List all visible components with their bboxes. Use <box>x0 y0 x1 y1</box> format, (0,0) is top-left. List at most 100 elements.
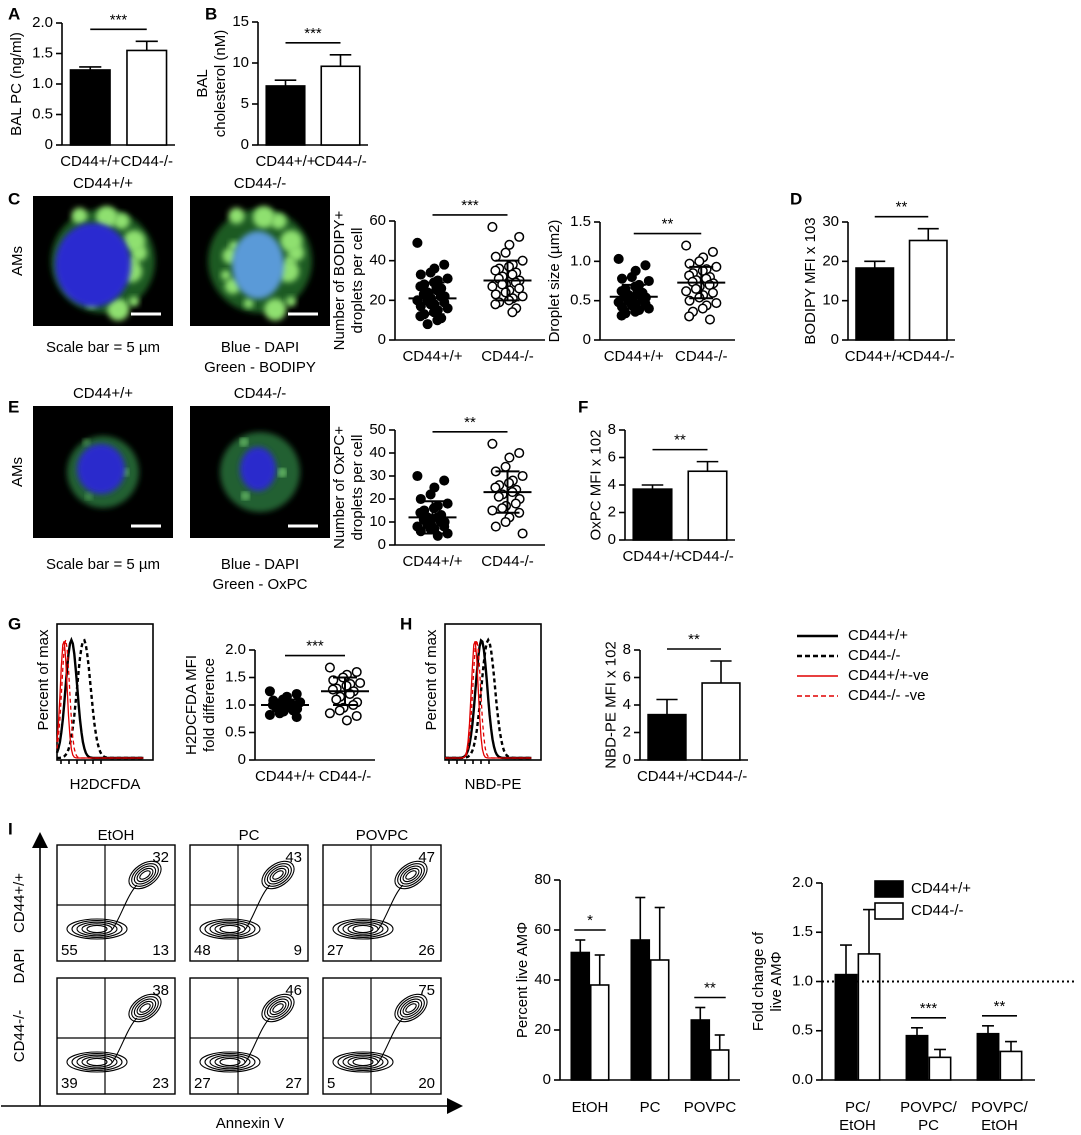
x-tick-label: CD44-/- <box>120 153 173 170</box>
histogram-curve <box>56 638 144 760</box>
data-point <box>490 521 501 532</box>
data-point <box>442 303 453 314</box>
data-point <box>510 498 521 509</box>
y-tick-label: 1.0 <box>792 972 813 989</box>
data-point <box>331 694 342 705</box>
data-point <box>412 470 423 482</box>
quadrant-value: 43 <box>285 849 302 866</box>
panel-label: B <box>205 4 217 23</box>
legend-swatch <box>874 902 904 920</box>
contour <box>76 921 118 937</box>
contour <box>405 1003 417 1013</box>
contour <box>111 1017 138 1064</box>
contour <box>397 996 425 1020</box>
histogram-y-label: Percent of max <box>35 629 52 730</box>
y-axis-label: Number of OxPC+ <box>331 426 348 549</box>
quadrant-value: 75 <box>418 982 435 999</box>
y-tick-label: 30 <box>369 467 386 484</box>
lipid-droplet <box>241 438 248 445</box>
data-point <box>681 240 692 251</box>
data-point <box>500 461 511 472</box>
x-tick-label: POVPC/PC <box>900 1099 958 1134</box>
stain-legend: Green - BODIPY <box>204 359 316 376</box>
y-tick-label: 2 <box>623 723 631 740</box>
y-tick-label: 0.5 <box>792 1022 813 1039</box>
y-axis-label: Number of BODIPY+ <box>331 210 348 350</box>
contour <box>394 993 428 1023</box>
contour <box>139 1003 151 1013</box>
y-tick-label: 2 <box>608 503 616 520</box>
x-tick-label: CD44-/- <box>314 153 367 170</box>
data-point <box>415 269 426 280</box>
y-tick-label: 1.5 <box>792 923 813 940</box>
contour <box>219 1057 241 1067</box>
data-point <box>425 267 436 278</box>
x-tick-label: CD44-/- <box>902 348 955 365</box>
y-tick-label: 0.5 <box>570 292 591 309</box>
y-tick-label: 20 <box>822 252 839 269</box>
contour <box>136 1000 154 1016</box>
data-point <box>504 452 515 463</box>
contour <box>199 1051 261 1073</box>
bar <box>857 953 881 1081</box>
bar <box>905 1034 929 1081</box>
y-tick-label: 60 <box>369 212 386 229</box>
lipid-droplet <box>286 296 297 307</box>
data-point <box>324 662 335 673</box>
x-tick-label: CD44-/- <box>481 553 534 570</box>
contour <box>402 1000 420 1016</box>
quadrant-value: 27 <box>194 1075 211 1092</box>
contour <box>394 860 428 890</box>
y-tick-label: 10 <box>369 513 386 530</box>
data-point <box>432 315 443 326</box>
data-point <box>626 272 637 283</box>
x-tick-label: CD44+/+ <box>604 348 664 365</box>
y-tick-label: 8 <box>623 641 631 658</box>
contour <box>131 863 159 887</box>
contour <box>402 867 420 883</box>
x-tick-label: CD44-/- <box>481 348 534 365</box>
contour <box>337 920 389 938</box>
lipid-droplet <box>288 245 305 262</box>
y-tick-label: 40 <box>534 971 551 988</box>
data-point <box>694 256 705 267</box>
data-point <box>324 708 335 719</box>
y-axis-label: fold difference <box>201 658 218 752</box>
x-tick-label: CD44+/+ <box>622 548 682 565</box>
legend-label: CD44+/+ <box>848 627 908 644</box>
x-tick-label: CD44+/+ <box>402 348 462 365</box>
data-point <box>487 221 498 232</box>
quadrant-value: 13 <box>152 942 169 959</box>
legend-swatch <box>874 880 904 898</box>
lipid-droplet <box>71 207 88 224</box>
data-point <box>517 528 528 539</box>
bar <box>834 973 858 1081</box>
quadrant-value: 23 <box>152 1075 169 1092</box>
quadrant-value: 48 <box>194 942 211 959</box>
quadrant-value: 46 <box>285 982 302 999</box>
data-point <box>490 299 501 310</box>
lipid-droplet <box>270 213 287 230</box>
y-tick-label: 2.0 <box>32 14 53 31</box>
contour <box>266 865 290 885</box>
column-label: CD44+/+ <box>73 385 133 402</box>
contour <box>269 867 287 883</box>
contour <box>342 921 384 937</box>
histogram-curve <box>445 639 532 759</box>
y-tick-label: 5 <box>241 95 249 112</box>
legend-label: CD44+/+-ve <box>848 667 929 684</box>
contour <box>133 998 157 1018</box>
y-tick-label: 1.5 <box>225 668 246 685</box>
data-point <box>493 491 504 502</box>
contour <box>66 918 128 940</box>
data-point <box>507 307 518 318</box>
contour <box>272 1003 284 1013</box>
significance-label: *** <box>304 25 322 42</box>
legend-label: CD44-/- -ve <box>848 687 926 704</box>
data-point <box>442 498 453 509</box>
y-tick-label: 1.0 <box>225 696 246 713</box>
data-point <box>351 710 362 722</box>
contour <box>352 1057 374 1067</box>
quadrant-value: 27 <box>327 942 344 959</box>
